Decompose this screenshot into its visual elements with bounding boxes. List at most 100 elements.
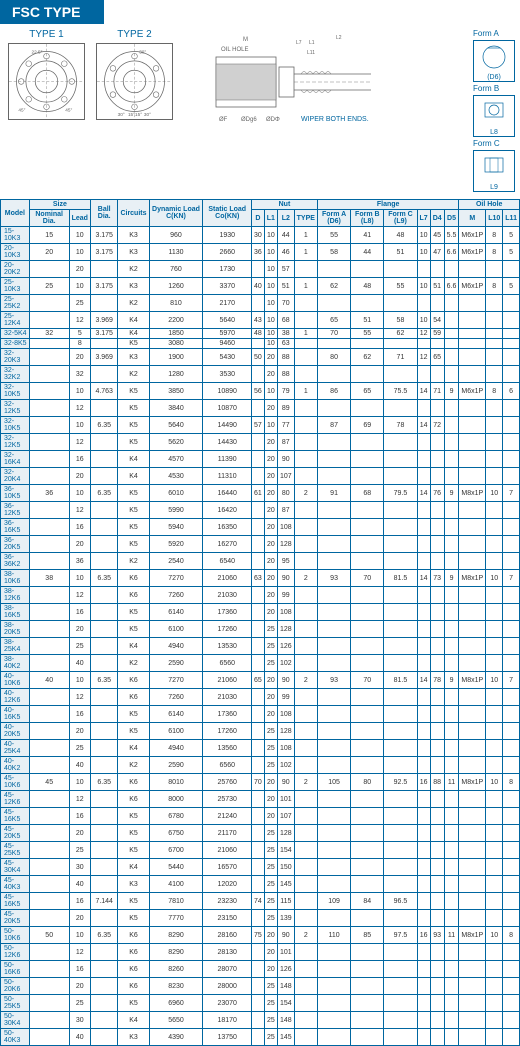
cell-model: 45-20K5 — [1, 910, 30, 927]
cell-ball — [90, 757, 117, 774]
cell-m — [459, 893, 486, 910]
cell-d5 — [444, 995, 459, 1012]
cell-lead: 16 — [69, 893, 90, 910]
page-title: FSC TYPE — [0, 0, 104, 24]
cell-l1: 20 — [264, 774, 277, 791]
cell-fc — [384, 434, 417, 451]
cell-l10 — [486, 689, 503, 706]
cell-fb: 41 — [351, 227, 384, 244]
cell-fb: 70 — [351, 672, 384, 689]
cell-m — [459, 400, 486, 417]
cell-l2: 87 — [277, 502, 294, 519]
cell-fc: 92.5 — [384, 774, 417, 791]
cell-fb: 84 — [351, 893, 384, 910]
cell-lead: 16 — [69, 808, 90, 825]
cell-l11 — [503, 638, 520, 655]
cell-m — [459, 312, 486, 329]
cell-fa: 109 — [317, 893, 350, 910]
cell-fb — [351, 842, 384, 859]
cell-dyn: 6750 — [149, 825, 203, 842]
cell-ball — [90, 808, 117, 825]
cell-d4 — [430, 893, 444, 910]
cell-d — [251, 706, 264, 723]
type1-box: TYPE 1 22.5° 45° 45° — [5, 29, 88, 194]
cell-type — [294, 536, 317, 553]
cell-l11 — [503, 757, 520, 774]
cell-d: 30 — [251, 227, 264, 244]
cell-circ: K5 — [118, 723, 149, 740]
cell-lead: 16 — [69, 706, 90, 723]
cell-circ: K5 — [118, 383, 149, 400]
cell-d4 — [430, 910, 444, 927]
table-row: 32-10K5104.763K53850108905610791866575.5… — [1, 383, 520, 400]
cell-nd — [29, 638, 69, 655]
cell-l11: 5 — [503, 244, 520, 261]
cell-dyn: 7270 — [149, 570, 203, 587]
cell-fb — [351, 621, 384, 638]
cell-model: 32-8K5 — [1, 339, 30, 349]
cell-circ: K5 — [118, 502, 149, 519]
cell-fb: 65 — [351, 383, 384, 400]
cell-l2: 102 — [277, 757, 294, 774]
cell-nd: 25 — [29, 278, 69, 295]
col-l11: L11 — [503, 210, 520, 227]
cell-m — [459, 587, 486, 604]
cell-fc — [384, 655, 417, 672]
cell-fb — [351, 859, 384, 876]
cell-model: 40-12K6 — [1, 689, 30, 706]
cell-circ: K5 — [118, 842, 149, 859]
cell-d5 — [444, 723, 459, 740]
cell-nd: 15 — [29, 227, 69, 244]
cell-m — [459, 339, 486, 349]
cell-ball — [90, 1012, 117, 1029]
cell-l2: 79 — [277, 383, 294, 400]
cell-circ: K5 — [118, 893, 149, 910]
cell-d4: 93 — [430, 927, 444, 944]
cell-l10: 8 — [486, 227, 503, 244]
cell-d5 — [444, 859, 459, 876]
cell-l2: 90 — [277, 774, 294, 791]
cell-type: 1 — [294, 227, 317, 244]
cell-type — [294, 842, 317, 859]
cell-nd — [29, 1012, 69, 1029]
svg-text:L7: L7 — [296, 40, 302, 46]
cell-d — [251, 689, 264, 706]
cell-fc — [384, 978, 417, 995]
cell-l10 — [486, 723, 503, 740]
cell-l7 — [417, 910, 430, 927]
formc-box: L9 — [473, 150, 515, 192]
cell-stat: 5970 — [203, 329, 252, 339]
cell-fc — [384, 808, 417, 825]
cell-circ: K2 — [118, 295, 149, 312]
cell-circ: K4 — [118, 329, 149, 339]
cell-stat: 11310 — [203, 468, 252, 485]
cell-m — [459, 842, 486, 859]
svg-text:ØDg6: ØDg6 — [241, 117, 257, 123]
cell-stat: 25730 — [203, 791, 252, 808]
cell-dyn: 5620 — [149, 434, 203, 451]
cell-stat: 6560 — [203, 655, 252, 672]
cell-fa — [317, 638, 350, 655]
cell-type — [294, 1029, 317, 1046]
cell-fa — [317, 553, 350, 570]
cell-l2: 46 — [277, 244, 294, 261]
cell-nd: 38 — [29, 570, 69, 587]
cell-l2: 101 — [277, 944, 294, 961]
cell-fa — [317, 400, 350, 417]
cell-d5 — [444, 339, 459, 349]
cell-model: 40-16K5 — [1, 706, 30, 723]
cell-l1: 20 — [264, 706, 277, 723]
cell-m — [459, 434, 486, 451]
cell-l7 — [417, 536, 430, 553]
cell-d4: 54 — [430, 312, 444, 329]
cell-l1: 20 — [264, 451, 277, 468]
cell-d5 — [444, 468, 459, 485]
table-row: 36-12K512K55990164202087 — [1, 502, 520, 519]
cell-type — [294, 417, 317, 434]
cell-model: 45-20K5 — [1, 825, 30, 842]
cell-l1: 20 — [264, 604, 277, 621]
cell-m — [459, 757, 486, 774]
cell-stat: 3370 — [203, 278, 252, 295]
cell-ball — [90, 366, 117, 383]
cell-fb — [351, 740, 384, 757]
